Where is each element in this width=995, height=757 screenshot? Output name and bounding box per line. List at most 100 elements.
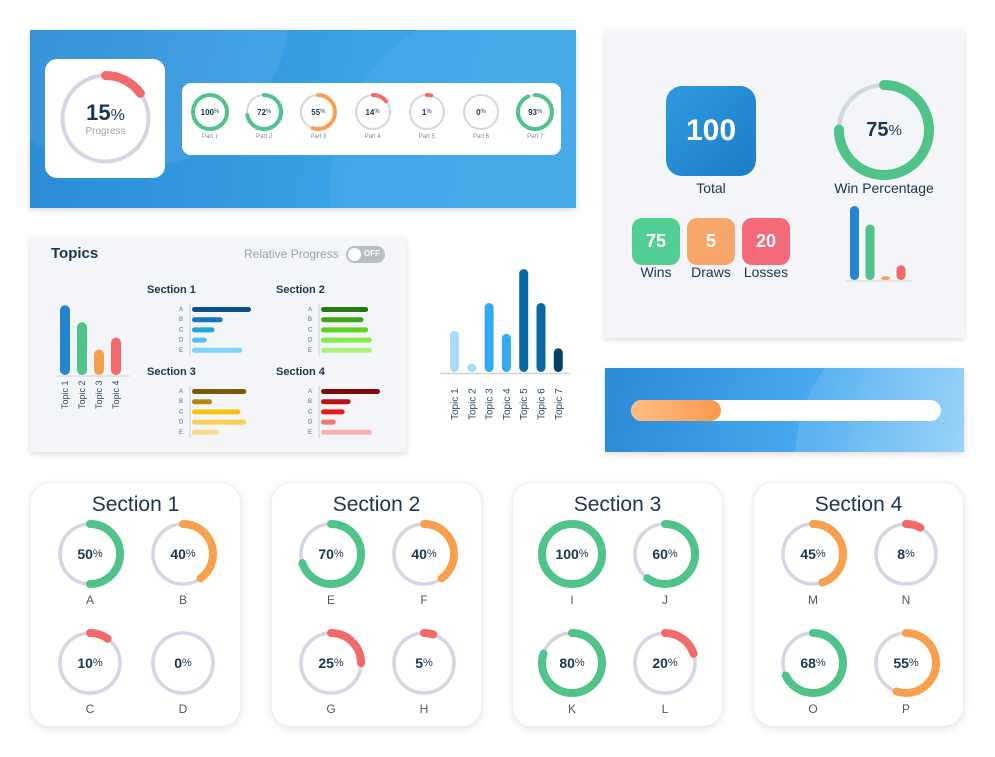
section-g-value: 25% xyxy=(297,629,365,697)
part-2-percent-sign: % xyxy=(265,109,272,115)
part-5-ring: 1% xyxy=(407,93,446,131)
section-c-percent-sign: % xyxy=(92,657,103,669)
win-percentage-number: 75 xyxy=(866,118,889,141)
total-tile: 100 xyxy=(666,86,756,176)
win-stats-card: 100 Total 75% Win Percentage 75 5 20 Win… xyxy=(605,30,964,338)
topics-section-bar xyxy=(192,317,223,323)
part-7-number: 93 xyxy=(528,107,537,117)
section-a-number: 50 xyxy=(77,546,93,562)
section-g-percent-sign: % xyxy=(333,657,344,669)
section-d-percent-sign: % xyxy=(182,657,192,669)
section-a-ring: 50% xyxy=(56,520,124,588)
part-3-number: 55 xyxy=(311,107,321,117)
topics-section-bar xyxy=(192,307,251,312)
part-2-ring-arc xyxy=(245,93,284,131)
section-item-letter: G xyxy=(326,702,336,716)
section-c-ring-svg xyxy=(56,629,124,697)
section-item-letter: L xyxy=(661,702,669,716)
topics-bar-4 xyxy=(111,337,121,375)
part-7-ring-svg xyxy=(516,93,555,131)
win-percentage-percent-sign: % xyxy=(888,121,902,139)
part-4-label: Part 4 xyxy=(364,134,381,140)
section-k-ring-arc xyxy=(538,629,606,697)
topics-bar-label-2: Topic 2 xyxy=(77,380,87,409)
section-b-ring-svg xyxy=(149,520,217,588)
topics-bar-chart: Topic 1 Topic 2 Topic 3 Topic 4 xyxy=(56,305,130,409)
progress-bar-fill xyxy=(631,400,721,421)
part-1-value: 100% xyxy=(191,93,229,131)
part-4-ring-svg xyxy=(353,93,392,131)
losses-value: 20 xyxy=(755,231,777,251)
topics-section-bar xyxy=(321,389,380,394)
section-item-letter: B xyxy=(178,593,187,607)
relative-progress-toggle[interactable]: OFF xyxy=(346,246,385,263)
section-c-ring: 10% xyxy=(56,629,124,697)
section-card-title: Section 1 xyxy=(91,493,180,516)
section-m-value: 45% xyxy=(779,520,847,588)
section-i-value: 100% xyxy=(538,520,606,588)
draws-value: 5 xyxy=(705,231,716,251)
topics-bar-1 xyxy=(60,305,70,375)
section-item-letter: H xyxy=(419,702,429,716)
section-n-value: 8% xyxy=(872,520,940,588)
section-p-ring-arc xyxy=(872,629,940,697)
part-3-ring: 55% xyxy=(299,93,338,131)
total-label: Total xyxy=(696,180,726,196)
section-l-ring: 20% xyxy=(631,629,699,697)
part-1-ring: 100% xyxy=(191,93,229,131)
topics-section-bar xyxy=(321,399,351,405)
section-card-2: Section 2 70% E 40% F 25% G 5% H xyxy=(271,482,482,727)
topics-section-bar xyxy=(192,409,241,415)
topics-section-row-label: E xyxy=(308,430,312,436)
win-percentage-ring: 75% xyxy=(834,80,934,180)
mini-bar-losses xyxy=(896,265,906,280)
section-e-value: 70% xyxy=(297,520,365,588)
section-o-number: 68 xyxy=(800,655,816,671)
section-p-ring-svg xyxy=(872,629,940,697)
topics-section-row-label: B xyxy=(179,317,183,323)
part-3-label: Part 3 xyxy=(310,134,327,140)
topics-section-row-label: E xyxy=(308,348,312,354)
part-5-number: 1 xyxy=(421,107,427,117)
part-2-ring: 72% xyxy=(245,93,284,131)
part-3-percent-sign: % xyxy=(320,109,326,115)
section-j-ring-svg xyxy=(631,520,699,588)
section-g-ring-svg xyxy=(297,629,365,697)
topics-section-bar xyxy=(192,327,215,333)
section-card-1: Section 1 50% A 40% B 10% C 0% D xyxy=(30,482,241,727)
topics-column-label-7: Topic 7 xyxy=(554,388,565,420)
part-5-ring-arc xyxy=(407,93,446,131)
topics-section-row-label: C xyxy=(179,409,184,415)
section-o-ring-svg xyxy=(779,629,847,697)
win-percentage-value: 75% xyxy=(834,80,934,180)
topics-section-row-label: A xyxy=(179,307,183,313)
section-b-ring-arc xyxy=(149,520,217,588)
section-g-ring-arc xyxy=(297,629,365,697)
section-l-number: 20 xyxy=(652,655,668,671)
topics-section-row-label: D xyxy=(179,338,184,344)
topics-column-1 xyxy=(450,330,459,372)
part-2-value: 72% xyxy=(245,93,283,131)
section-item-letter: J xyxy=(662,593,668,607)
part-7-ring: 93% xyxy=(516,93,555,131)
section-d-ring-svg xyxy=(151,631,215,695)
part-3-value: 55% xyxy=(299,93,337,131)
wins-value: 75 xyxy=(645,231,667,251)
section-f-ring-svg xyxy=(390,520,458,588)
section-n-ring-svg xyxy=(872,520,940,588)
wins-tile: 75 xyxy=(632,218,680,265)
topics-section-4-title: Section 4 xyxy=(276,366,325,378)
progress-overview-card: 15% Progress 100% Part 1 72% Part 2 55% Part 3… xyxy=(30,30,576,208)
section-item-letter: A xyxy=(85,593,94,607)
section-m-ring: 45% xyxy=(779,520,847,588)
topics-section-row-label: D xyxy=(308,338,313,344)
section-k-number: 80 xyxy=(559,655,575,671)
section-item-letter: O xyxy=(808,702,818,716)
part-7-percent-sign: % xyxy=(536,109,543,115)
topics-card: Topics Relative Progress OFF Topic 1 Topi… xyxy=(30,237,406,452)
topics-bar-3 xyxy=(94,349,104,375)
section-o-ring-arc xyxy=(779,629,847,697)
section-i-ring: 100% xyxy=(538,520,606,588)
